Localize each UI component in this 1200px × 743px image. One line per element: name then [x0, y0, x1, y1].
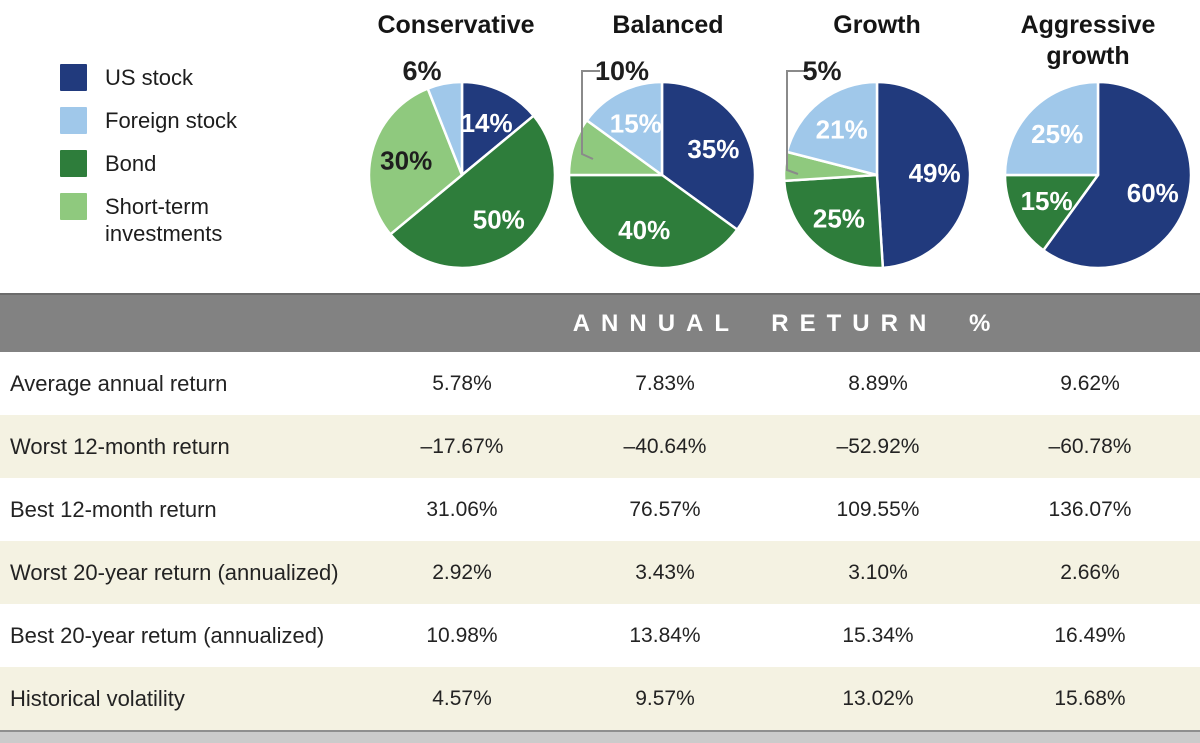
table-row: Worst 12-month return –17.67% –40.64% –52.9…: [0, 415, 1200, 478]
row-value: 10.98%: [426, 623, 498, 647]
row-value: 109.55%: [836, 497, 920, 521]
row-value: 31.06%: [426, 497, 498, 521]
pie-balanced: 35% 40% 10% 15%: [567, 56, 757, 270]
slice-bond: [567, 173, 739, 270]
legend-item-us_stock: US stock: [60, 64, 280, 91]
row-value: 76.57%: [629, 497, 701, 521]
row-value: 9.62%: [1060, 371, 1120, 395]
slice-label: 10%: [595, 56, 649, 86]
row-value: 15.68%: [1054, 686, 1126, 710]
callout-line: [786, 70, 805, 175]
row-value: 136.07%: [1048, 497, 1132, 521]
legend-label: Bond: [105, 151, 157, 176]
slice-label: 14%: [461, 108, 513, 138]
row-label: Worst 12-month return: [10, 433, 230, 459]
slice-label: 30%: [380, 146, 432, 176]
annual-return-header-text: ANNUAL RETURN %: [572, 309, 1002, 337]
row-value: –60.78%: [1048, 434, 1132, 458]
row-value: 13.02%: [842, 686, 914, 710]
table-row: Best 12-month return 31.06% 76.57% 109.55% 1…: [0, 478, 1200, 541]
legend-item-foreign_stock: Foreign stock: [60, 107, 280, 134]
row-label: Average annual return: [10, 370, 228, 396]
slice-label: 50%: [473, 204, 525, 234]
row-label: Best 12-month return: [10, 496, 217, 522]
slice-label: 40%: [618, 215, 670, 245]
slice-label: 5%: [802, 56, 841, 86]
table-row: Worst 20-year return (annualized) 2.92% 3.…: [0, 541, 1200, 604]
bond-swatch-icon: [60, 150, 87, 177]
row-value: 9.57%: [635, 686, 695, 710]
table-row: Historical volatility 4.57% 9.57% 13.02% 15.…: [0, 667, 1200, 730]
foreign_stock-swatch-icon: [60, 107, 87, 134]
legend: US stock Foreign stock Bond Short-term inve…: [60, 64, 280, 247]
pie-aggressive-growth: 60% 15% 25%: [1003, 80, 1193, 270]
legend-label: Foreign stock: [105, 108, 238, 133]
row-value: –52.92%: [836, 434, 920, 458]
slice-us_stock: [460, 80, 535, 177]
row-value: 8.89%: [848, 371, 908, 395]
row-value: 4.57%: [432, 686, 492, 710]
slice-label: 6%: [402, 56, 441, 86]
slice-foreign_stock: [785, 80, 879, 177]
slice-label: 15%: [1021, 186, 1073, 216]
pie-charts: 14% 50% 30% 6% 35% 40% 10% 15% 49% 25% 5% 21% 60% 15%…: [367, 56, 1193, 270]
callout-line: [581, 70, 600, 160]
legend-item-bond: Bond: [60, 150, 280, 177]
slice-foreign_stock: [585, 80, 664, 177]
slice-label: 15%: [610, 109, 662, 139]
bottom-divider-line: [0, 730, 1200, 732]
row-label: Historical volatility: [10, 685, 185, 711]
row-label: Worst 20-year return (annualized): [10, 559, 339, 585]
pie-growth: 49% 25% 5% 21%: [782, 56, 972, 270]
row-value: 3.43%: [635, 560, 695, 584]
slice-label: 60%: [1127, 178, 1179, 208]
legend-item-short_term: Short-term investments: [60, 193, 280, 247]
row-value: 2.66%: [1060, 560, 1120, 584]
pie-conservative: 14% 50% 30% 6%: [367, 56, 557, 270]
pie-title-1: Balanced: [612, 11, 724, 39]
row-value: –17.67%: [420, 434, 504, 458]
slice-short_term: [367, 87, 464, 236]
row-value: 3.10%: [848, 560, 908, 584]
slice-foreign_stock: [1003, 80, 1100, 177]
row-value: 2.92%: [432, 560, 492, 584]
table-row: Average annual return 5.78% 7.83% 8.89% 9.62…: [0, 352, 1200, 415]
row-value: 5.78%: [432, 371, 492, 395]
pie-title-2: Growth: [833, 11, 921, 39]
short_term-swatch-icon: [60, 193, 87, 220]
row-value: 13.84%: [629, 623, 701, 647]
slice-label: 35%: [687, 134, 739, 164]
slice-foreign_stock: [426, 80, 464, 177]
pie-title-0: Conservative: [377, 11, 535, 39]
slice-bond: [1003, 173, 1100, 252]
pie-title-3: Aggressive growth: [1020, 11, 1156, 70]
row-value: –40.64%: [623, 434, 707, 458]
slice-us_stock: [660, 80, 757, 231]
table-row: Best 20-year retum (annualized) 10.98% 13.…: [0, 604, 1200, 667]
slice-bond: [389, 114, 557, 270]
slice-label: 49%: [909, 158, 961, 188]
slice-bond: [782, 173, 885, 270]
bottom-gray-strip: [0, 732, 1200, 743]
slice-label: 21%: [816, 114, 868, 144]
stats-table: Average annual return 5.78% 7.83% 8.89% 9.62…: [0, 352, 1200, 730]
row-value: 15.34%: [842, 623, 914, 647]
legend-label: US stock: [105, 65, 194, 90]
slice-label: 25%: [1031, 119, 1083, 149]
row-value: 7.83%: [635, 371, 695, 395]
slice-us_stock: [1042, 80, 1193, 270]
annual-return-header-band: ANNUAL RETURN %: [0, 293, 1200, 352]
us_stock-swatch-icon: [60, 64, 87, 91]
slice-us_stock: [875, 80, 972, 270]
row-value: 16.49%: [1054, 623, 1126, 647]
slice-label: 25%: [813, 203, 865, 233]
row-label: Best 20-year retum (annualized): [10, 622, 325, 648]
legend-label: Short-term investments: [105, 194, 223, 246]
